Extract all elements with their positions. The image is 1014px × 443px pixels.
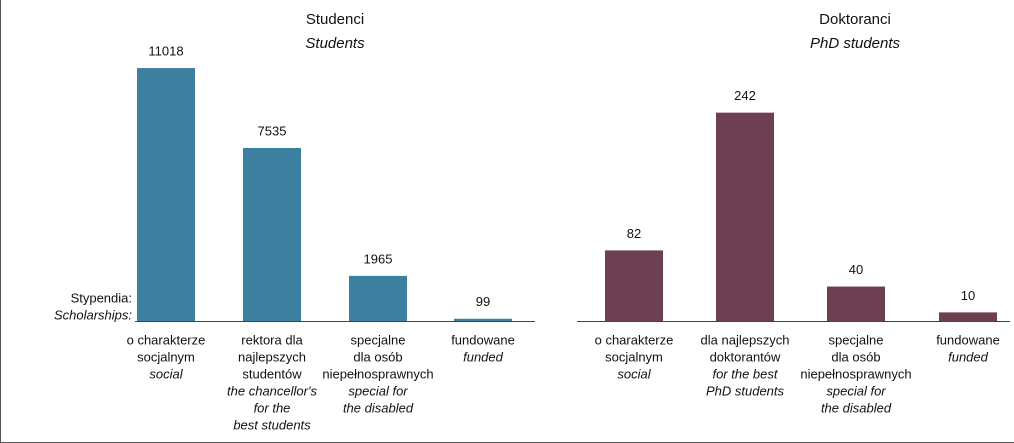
bar <box>939 312 997 321</box>
x-tick-label: doktorantów <box>710 349 781 364</box>
axis-label-en: Scholarships: <box>54 307 132 322</box>
x-tick-label-en: for the best <box>712 366 778 381</box>
bar <box>605 250 663 321</box>
x-tick-label: specjalne <box>351 332 406 347</box>
x-tick-label-en: PhD students <box>706 383 785 398</box>
value-label: 82 <box>627 226 641 241</box>
x-tick-label: niepełnosprawnych <box>322 366 433 381</box>
x-tick-label: niepełnosprawnych <box>800 366 911 381</box>
x-tick-label-en: the chancellor's <box>227 383 317 398</box>
chart-title: Doktoranci <box>819 11 891 28</box>
bar <box>137 68 195 322</box>
value-label: 242 <box>734 88 756 103</box>
x-tick-label-en: the disabled <box>343 400 414 415</box>
x-tick-label-en: funded <box>463 349 504 364</box>
x-tick-label-en: special for <box>826 383 886 398</box>
x-tick-label-en: the disabled <box>821 400 892 415</box>
x-tick-label: dla najlepszych <box>701 332 790 347</box>
x-tick-label: socjalnym <box>605 349 663 364</box>
x-tick-label: dla osób <box>831 349 880 364</box>
x-tick-label: socjalnym <box>137 349 195 364</box>
x-tick-label-en: special for <box>348 383 408 398</box>
x-tick-label: rektora dla <box>241 332 303 347</box>
value-label: 99 <box>476 294 490 309</box>
x-tick-label: najlepszych <box>238 349 306 364</box>
x-tick-label-en: funded <box>948 349 989 364</box>
x-tick-label-en: social <box>149 366 183 381</box>
value-label: 40 <box>849 262 863 277</box>
bar <box>349 275 407 321</box>
x-tick-label: fundowane <box>936 332 1000 347</box>
x-tick-label: o charakterze <box>127 332 206 347</box>
axis-label: Stypendia: <box>71 290 132 305</box>
value-label: 1965 <box>364 251 393 266</box>
value-label: 7535 <box>258 123 287 138</box>
chart-subtitle: Students <box>305 35 365 52</box>
x-tick-label: specjalne <box>829 332 884 347</box>
bar <box>827 286 885 321</box>
bar <box>454 318 512 321</box>
x-tick-label: o charakterze <box>595 332 674 347</box>
x-tick-label: studentów <box>242 366 302 381</box>
x-tick-label-en: social <box>617 366 651 381</box>
x-tick-label-en: for the <box>254 400 291 415</box>
x-tick-label: fundowane <box>451 332 515 347</box>
value-label: 11018 <box>148 43 183 58</box>
value-label: 10 <box>961 288 975 303</box>
chart-title: Studenci <box>306 11 364 28</box>
chart-subtitle: PhD students <box>810 35 901 52</box>
bar <box>716 112 774 321</box>
x-tick-label: dla osób <box>353 349 402 364</box>
bar <box>243 148 301 321</box>
x-tick-label-en: best students <box>233 417 311 432</box>
